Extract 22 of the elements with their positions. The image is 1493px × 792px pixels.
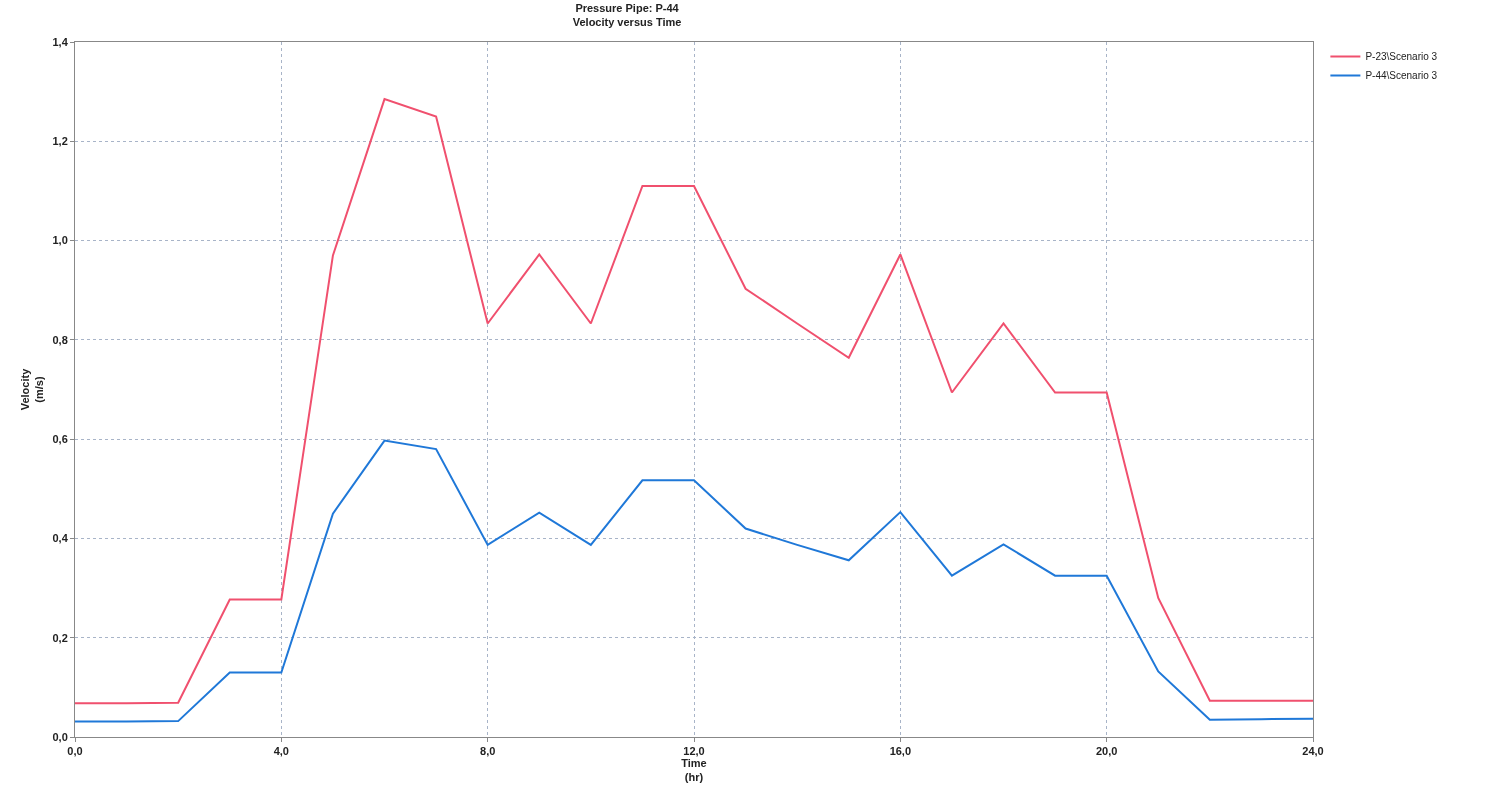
y-tick-label: 0,6: [52, 432, 68, 445]
chart-title: Pressure Pipe: P-44 Velocity versus Time: [572, 1, 682, 29]
y-tick-label: 0,4: [52, 532, 69, 545]
y-tick-label: 1,4: [52, 35, 69, 48]
legend-label: P-23\Scenario 3: [1365, 51, 1438, 63]
x-tick-label: 0,0: [67, 745, 83, 758]
y-tick-label: 0,2: [52, 631, 68, 644]
x-tick-label: 24,0: [1302, 745, 1324, 758]
legend-label: P-44\Scenario 3: [1365, 70, 1438, 82]
x-tick-label: 16,0: [889, 745, 912, 758]
x-tick-label: 12,0: [683, 745, 705, 758]
x-tick-label: 4,0: [273, 745, 289, 758]
y-tick-label: 1,2: [52, 135, 68, 148]
x-axis-title: Time (hr): [681, 757, 707, 784]
line-series: [75, 439, 1313, 723]
x-tick-label: 20,0: [1095, 745, 1118, 758]
line-series: [75, 98, 1313, 705]
y-tick-label: 1,0: [52, 234, 68, 247]
y-tick-label: 0,8: [52, 333, 68, 346]
y-tick-label: 0,0: [52, 730, 68, 743]
x-tick-label: 8,0: [480, 745, 496, 758]
y-axis-title: Velocity (m/s): [18, 367, 46, 411]
